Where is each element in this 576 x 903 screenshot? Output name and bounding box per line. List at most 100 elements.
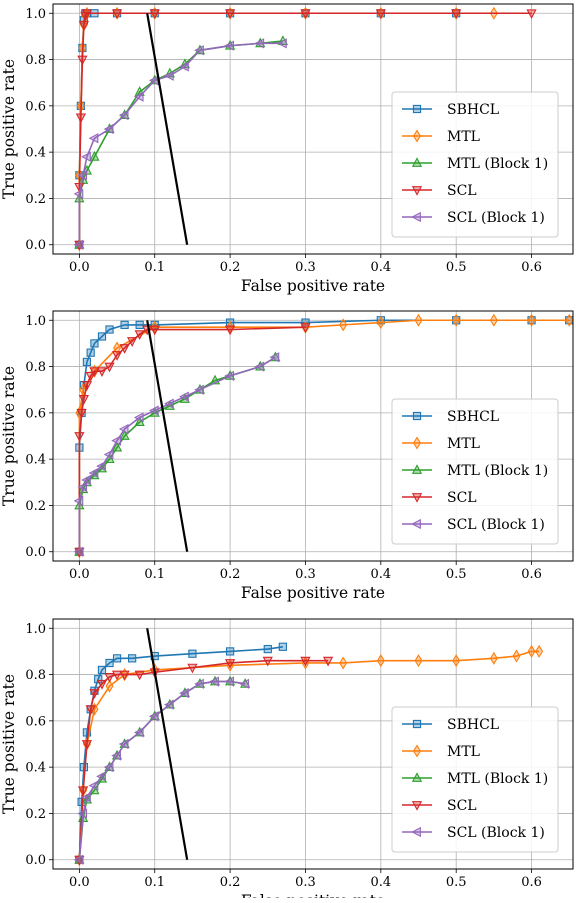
data-point-scl-block1 — [179, 61, 189, 72]
data-point-scl-block1 — [111, 435, 121, 446]
x-tick-label: 0.5 — [446, 260, 467, 275]
data-point-mtl — [565, 313, 573, 327]
series-sbhcl — [75, 642, 287, 864]
data-point-scl — [322, 656, 334, 667]
x-tick-label: 0.0 — [69, 260, 90, 275]
y-tick-label: 0.8 — [25, 360, 46, 375]
data-point-scl — [96, 367, 108, 377]
data-point-mtl — [527, 313, 536, 327]
data-point-scl-block1 — [96, 460, 106, 472]
series-line-scl-block1 — [78, 680, 246, 860]
roc-panel-1: 0.0 0.1 0.2 0.3 0.4 0.5 0.6 0.0 0.2 0.4 0.6 0.8 1.0 F… — [0, 3, 574, 295]
data-point-scl — [375, 9, 386, 20]
y-tick-label: 0.0 — [25, 545, 46, 560]
data-point-scl-block1 — [148, 711, 159, 722]
data-point-scl-block1 — [118, 423, 129, 435]
data-point-scl — [89, 367, 100, 377]
series-line-mtl — [78, 650, 540, 860]
data-point-scl — [526, 9, 537, 20]
legend-label-scl: SCL — [447, 490, 477, 506]
y-tick-label: 0.4 — [25, 453, 46, 468]
legend-marker-sbhcl — [412, 104, 422, 114]
data-point-mtl — [150, 320, 159, 334]
data-point-sbhcl — [225, 647, 235, 656]
data-point-scl-block1 — [81, 151, 91, 162]
data-point-sbhcl — [188, 649, 197, 658]
legend-marker-mtl-block1 — [411, 157, 423, 167]
data-point-sbhcl — [112, 654, 122, 663]
series-scl — [74, 9, 537, 251]
data-point-scl-block1 — [194, 384, 204, 395]
y-tick-label: 1.0 — [25, 314, 46, 329]
x-tick-label: 0.4 — [370, 567, 391, 582]
data-point-scl-block1 — [111, 750, 121, 761]
data-point-mtl — [376, 654, 385, 668]
data-point-sbhcl — [120, 320, 129, 330]
data-point-sbhcl — [94, 675, 103, 684]
legend-label-mtl-block1: MTL (Block 1) — [447, 771, 548, 787]
x-tick-label: 0.2 — [220, 875, 241, 890]
data-point-scl-block1 — [133, 91, 144, 102]
legend: SBHCL MTL MTL (Block 1) SCL SCL (Block 1) — [391, 398, 559, 545]
legend-label-scl-block1: SCL (Block 1) — [447, 210, 545, 226]
data-point-scl-block1 — [148, 405, 159, 416]
axes-frame — [52, 310, 574, 562]
data-point-scl-block1 — [118, 110, 129, 121]
data-point-mtl — [452, 654, 461, 668]
data-point-sbhcl — [263, 644, 272, 654]
data-point-scl — [78, 20, 90, 31]
data-point-sbhcl — [82, 728, 92, 737]
data-point-scl — [119, 344, 130, 354]
roc-panel-2: 0.0 0.1 0.2 0.3 0.4 0.5 0.6 0.0 0.2 0.4 0.6 0.8 1.0 F… — [0, 310, 574, 602]
axes-frame — [52, 618, 574, 870]
data-point-scl — [119, 670, 130, 681]
data-point-scl — [127, 337, 138, 347]
data-point-scl — [81, 381, 93, 391]
data-point-sbhcl — [105, 325, 114, 334]
data-point-sbhcl — [82, 357, 92, 367]
data-point-scl — [149, 9, 160, 20]
x-tick-label: 0.3 — [295, 567, 316, 582]
legend-label-mtl: MTL — [447, 436, 480, 452]
x-tick-label: 0.1 — [144, 567, 165, 582]
data-point-scl-block1 — [224, 40, 235, 51]
x-tick-label: 0.1 — [144, 260, 165, 275]
data-point-scl — [451, 9, 462, 20]
legend-marker-sbhcl — [412, 719, 422, 729]
y-tick-label: 0.2 — [25, 192, 46, 207]
y-tick-label: 0.4 — [25, 761, 46, 776]
y-tick-label: 0.0 — [25, 853, 46, 868]
data-point-scl — [187, 663, 198, 674]
data-point-scl — [104, 672, 115, 683]
plot-area — [73, 313, 573, 559]
data-point-scl-block1 — [194, 678, 204, 689]
data-point-mtl — [414, 313, 423, 327]
legend-label-mtl: MTL — [447, 744, 480, 760]
x-tick-label: 0.2 — [220, 567, 241, 582]
data-point-scl-block1 — [77, 481, 88, 493]
data-point-scl-block1 — [118, 738, 129, 750]
data-point-scl-block1 — [103, 449, 114, 460]
data-point-scl — [134, 330, 145, 340]
series-scl — [74, 323, 311, 558]
data-point-scl-block1 — [133, 727, 144, 738]
axes-frame — [52, 3, 574, 255]
data-point-scl-block1 — [103, 762, 114, 773]
series-line-mtl-block1 — [78, 680, 246, 860]
legend-marker-mtl — [412, 744, 422, 758]
y-tick-label: 0.2 — [25, 807, 46, 822]
data-point-mtl — [90, 702, 99, 716]
data-point-mtl-block1 — [89, 150, 100, 161]
plot-area — [73, 6, 537, 252]
data-point-scl-block1 — [81, 474, 91, 486]
data-point-scl-block1 — [96, 771, 106, 782]
data-point-mtl — [489, 651, 498, 665]
data-point-scl — [262, 656, 273, 667]
data-point-scl-block1 — [88, 133, 99, 144]
data-point-scl-block1 — [73, 546, 84, 557]
data-point-scl-block1 — [133, 412, 144, 423]
data-point-scl — [96, 679, 108, 690]
data-point-scl — [224, 325, 236, 336]
legend-label-sbhcl: SBHCL — [447, 102, 499, 118]
overlay-line — [146, 13, 189, 245]
